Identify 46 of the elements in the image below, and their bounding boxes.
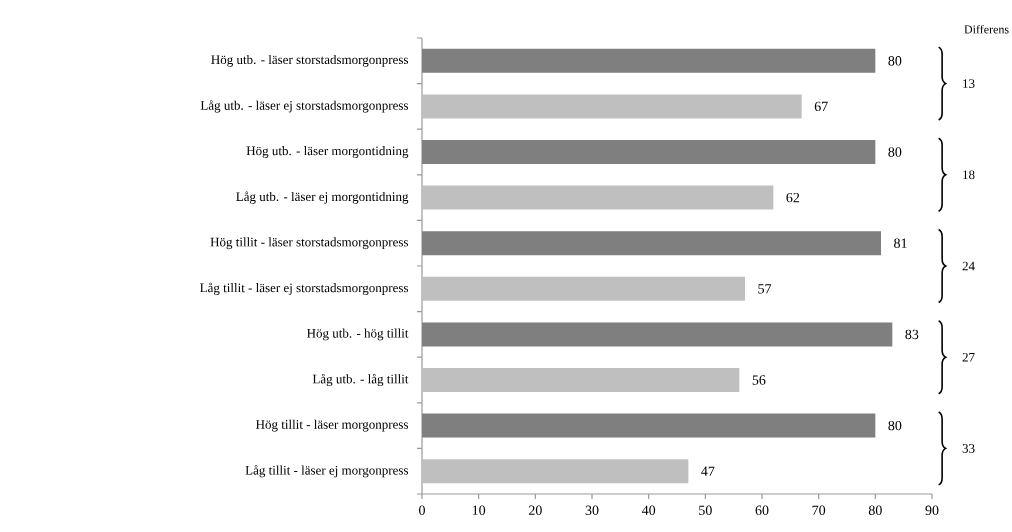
y-tick-label: Hög utb. - hög tillit [307, 328, 409, 341]
y-tick-label: Låg tillit - läser ej morgonpress [245, 465, 409, 478]
bar [422, 368, 740, 393]
x-tick-label: 40 [641, 505, 656, 515]
bar [422, 140, 876, 165]
y-tick-label: Låg tillit - läser ej storstadsmorgonpress [200, 282, 409, 295]
text: Differens [964, 24, 1009, 34]
data-label: 67 [814, 101, 828, 112]
y-tick-label: Låg utb. - läser ej morgontidning [236, 191, 409, 204]
data-label: 80 [888, 420, 902, 431]
x-tick-label: 90 [925, 505, 939, 515]
y-tick-label: Hög tillit - läser storstadsmorgonpress [210, 237, 409, 250]
y-tick-label: Hög utb. - läser morgontidning [246, 146, 409, 158]
data-label: 56 [752, 375, 766, 385]
text: 33 [962, 444, 975, 453]
data-label: 57 [758, 284, 772, 294]
bar [422, 413, 876, 438]
text: 18 [963, 170, 975, 180]
bar [422, 231, 881, 256]
y-tick-label: Hög tillit - läser morgonpress [255, 419, 409, 432]
x-tick-label: 50 [699, 505, 712, 515]
y-tick-label: Låg utb. - låg tillit [312, 373, 409, 387]
x-tick-label: 80 [868, 505, 882, 515]
data-label: 47 [701, 466, 715, 476]
x-tick-label: 20 [528, 505, 542, 515]
data-label: 81 [894, 238, 907, 248]
text: 27 [962, 352, 975, 362]
bar [422, 322, 893, 347]
data-label: 80 [888, 147, 902, 157]
x-tick-label: 0 [419, 505, 425, 515]
bar [422, 185, 774, 210]
x-tick-label: 30 [585, 505, 599, 515]
x-tick-label: 70 [812, 505, 826, 515]
y-tick-label: Låg utb. - läser ej storstadsmorgonpress [200, 100, 409, 113]
data-label: 62 [786, 192, 800, 203]
x-tick-label: 60 [755, 505, 769, 515]
text: 13 [963, 79, 975, 88]
text: 24 [962, 261, 975, 271]
bar [422, 48, 876, 73]
bar [422, 94, 802, 119]
x-tick-label: 10 [472, 505, 486, 515]
data-label: 80 [888, 56, 902, 66]
y-tick-label: Hög utb. - läser storstadsmorgonpress [211, 54, 409, 67]
bar [422, 459, 689, 484]
data-label: 83 [905, 329, 919, 340]
bar [422, 276, 745, 301]
